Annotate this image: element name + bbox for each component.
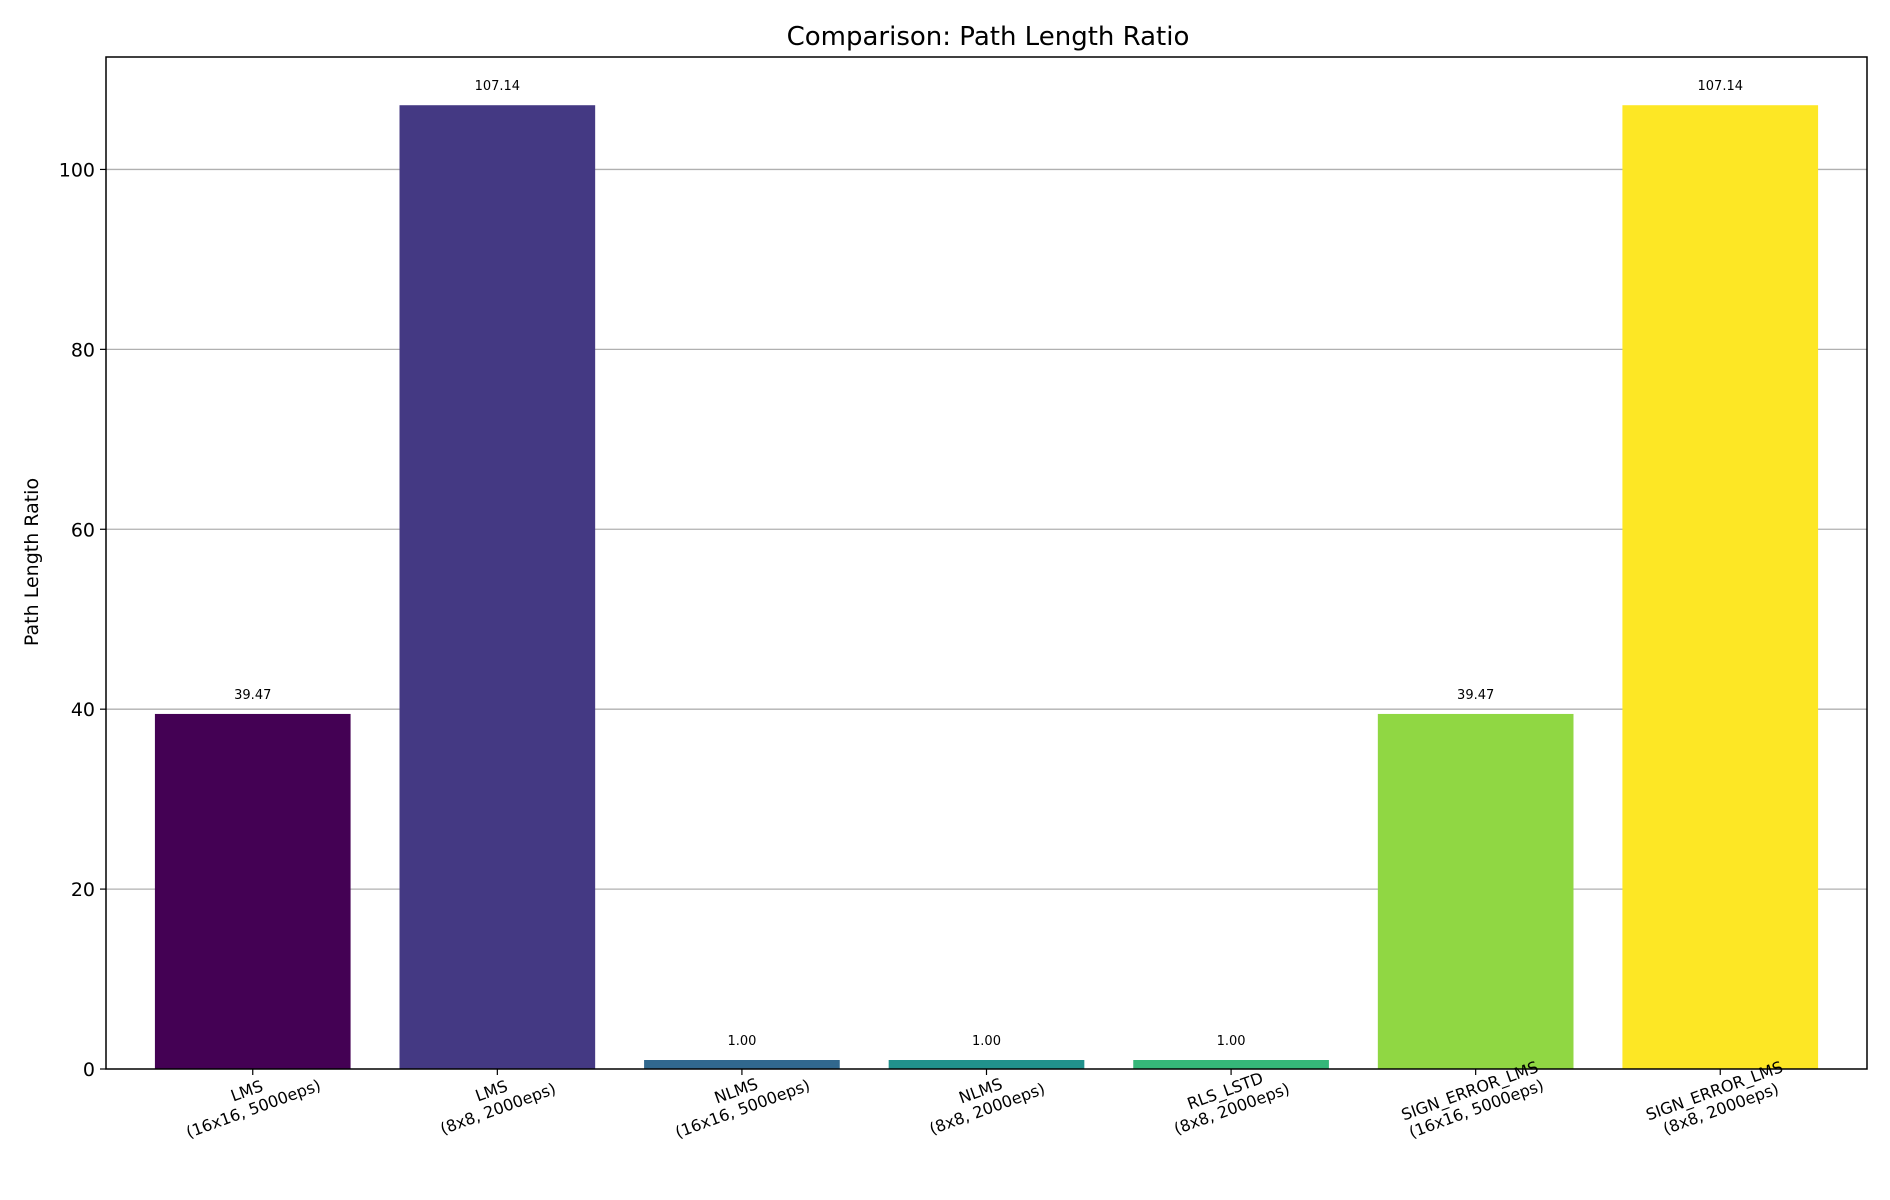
- y-tick-label: 60: [71, 519, 95, 541]
- bar-value-label: 39.47: [234, 688, 271, 703]
- y-tick-label: 40: [71, 699, 95, 721]
- y-tick-label: 20: [71, 879, 95, 901]
- bar-value-label: 1.00: [727, 1034, 756, 1049]
- bars: [154, 105, 1819, 1069]
- y-axis-ticks: 0 20 40 60 80 100: [59, 159, 106, 1081]
- plot-frame: [105, 56, 1868, 1070]
- data-labels: 39.47 107.14 1.00 1.00 1.00 39.47 107.14: [234, 79, 1743, 1049]
- bar: [644, 1060, 840, 1069]
- bar-value-label: 39.47: [1457, 688, 1494, 703]
- bar-value-label: 1.00: [972, 1034, 1001, 1049]
- y-tick-label: 80: [71, 339, 95, 361]
- bar: [1377, 713, 1574, 1069]
- y-tick-label: 100: [59, 159, 95, 181]
- chart-title: Comparison: Path Length Ratio: [787, 22, 1190, 52]
- bar: [1622, 105, 1819, 1069]
- bar: [1133, 1060, 1329, 1069]
- bar: [888, 1060, 1085, 1069]
- bar-value-label: 1.00: [1217, 1034, 1246, 1049]
- y-tick-label: 0: [83, 1059, 95, 1081]
- bar: [154, 713, 351, 1069]
- bar-value-label: 107.14: [1698, 79, 1744, 94]
- bar: [399, 105, 596, 1069]
- y-axis-label: Path Length Ratio: [21, 478, 43, 646]
- bar-value-label: 107.14: [475, 79, 521, 94]
